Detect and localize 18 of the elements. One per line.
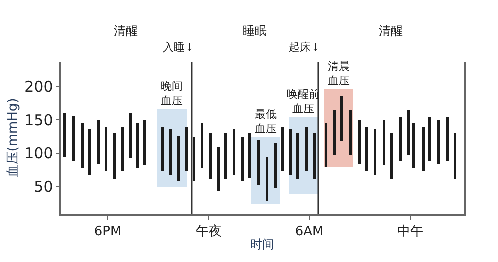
ref-line-label: 入睡↓ [163, 41, 194, 54]
x-tick-label: 6PM [94, 224, 122, 240]
annotation: 清晨血压 [328, 60, 350, 88]
text: 睡眠 [243, 24, 267, 38]
x-tick-label: 中午 [397, 224, 424, 240]
x-tick-label: 6AM [295, 224, 324, 240]
annotation: 晚间血压 [161, 80, 183, 108]
annotation: 最低血压 [255, 108, 277, 136]
text: 清醒 [379, 24, 403, 38]
y-tick-label: 150 [24, 111, 54, 130]
y-axis-title: 血压(mmHg) [6, 98, 22, 178]
y-tick-label: 50 [34, 178, 54, 196]
y-tick-label: 200 [24, 78, 54, 96]
x-tick-label: 午夜 [196, 223, 222, 240]
y-tick-label: 100 [24, 144, 54, 163]
text: 清醒 [114, 24, 138, 38]
x-axis-title: 时间 [250, 238, 274, 252]
ref-line-label: 起床↓ [289, 41, 320, 54]
